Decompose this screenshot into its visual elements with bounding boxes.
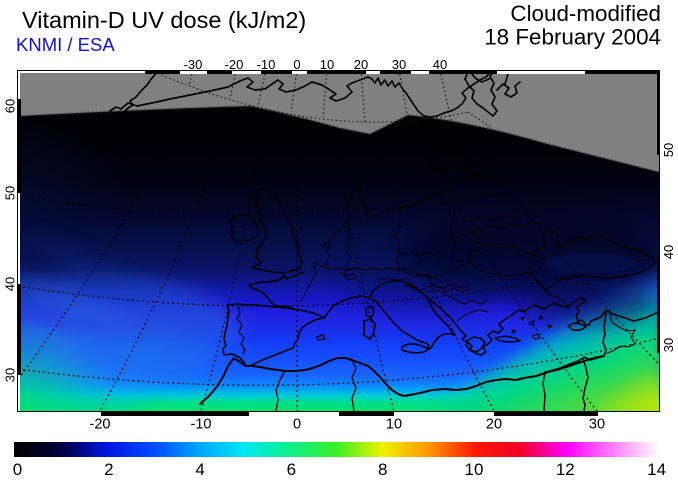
svg-text:Cloud-modified: Cloud-modified	[510, 1, 661, 26]
svg-text:50: 50	[661, 143, 676, 157]
svg-text:-10: -10	[257, 57, 276, 72]
svg-text:30: 30	[3, 368, 18, 382]
svg-text:6: 6	[287, 460, 296, 479]
svg-text:40: 40	[3, 277, 18, 291]
svg-text:60: 60	[3, 99, 18, 113]
svg-text:30: 30	[392, 57, 406, 72]
svg-text:-20: -20	[90, 417, 111, 433]
svg-text:12: 12	[556, 460, 575, 479]
svg-text:30: 30	[589, 417, 605, 433]
svg-text:40: 40	[661, 245, 676, 259]
svg-text:20: 20	[486, 417, 502, 433]
svg-text:30: 30	[661, 338, 676, 352]
svg-text:0: 0	[13, 460, 22, 479]
svg-text:0: 0	[293, 417, 301, 433]
svg-text:-30: -30	[184, 57, 203, 72]
svg-text:14: 14	[647, 460, 666, 479]
svg-text:Vitamin-D UV dose (kJ/m2): Vitamin-D UV dose (kJ/m2)	[22, 7, 306, 33]
svg-text:KNMI / ESA: KNMI / ESA	[16, 34, 115, 55]
svg-text:18 February 2004: 18 February 2004	[484, 25, 661, 50]
svg-text:-20: -20	[225, 57, 244, 72]
svg-text:-10: -10	[191, 417, 212, 433]
svg-text:20: 20	[354, 57, 368, 72]
svg-text:50: 50	[3, 186, 18, 200]
svg-text:2: 2	[104, 460, 113, 479]
svg-text:10: 10	[320, 57, 334, 72]
svg-text:40: 40	[433, 57, 447, 72]
svg-text:8: 8	[378, 460, 387, 479]
svg-text:10: 10	[465, 460, 484, 479]
svg-text:4: 4	[195, 460, 204, 479]
svg-text:0: 0	[293, 57, 300, 72]
svg-text:10: 10	[386, 417, 402, 433]
